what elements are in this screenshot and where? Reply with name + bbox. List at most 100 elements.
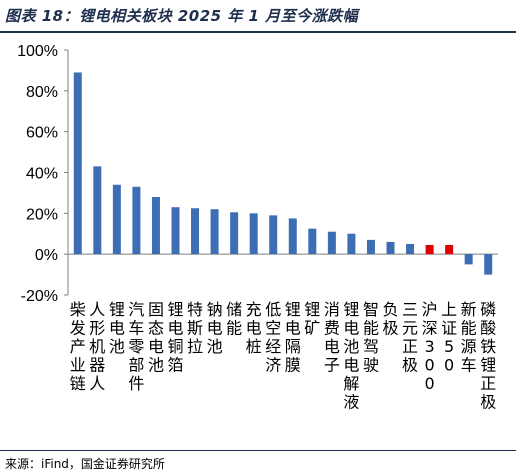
y-tick-label: 80% [26, 84, 58, 101]
bar [132, 186, 141, 255]
x-category-char: 桩 [246, 337, 262, 356]
x-category-char: 新 [461, 300, 477, 319]
x-category-char: 电 [246, 319, 262, 338]
x-category-char: 特 [187, 300, 203, 319]
x-category-char: 电 [109, 319, 125, 338]
x-category-char: 电 [324, 337, 340, 356]
bar [73, 72, 82, 255]
bar [406, 243, 415, 255]
x-category-char: 电 [207, 319, 223, 338]
bar [93, 166, 102, 255]
y-tick-label: 40% [26, 166, 58, 183]
x-category-char: 铁 [480, 337, 496, 356]
source-note: 来源：iFind，国金证券研究所 [5, 457, 165, 471]
x-category-char: 池 [148, 356, 164, 375]
x-category-char: 锂 [167, 300, 183, 319]
x-category-char: 0 [424, 374, 434, 393]
x-category-label: 特斯拉 [187, 300, 203, 356]
x-category-char: 固 [148, 300, 164, 319]
x-category-label: 充电桩 [246, 300, 262, 356]
x-category-char: 矿 [304, 319, 320, 338]
x-category-label: 储能 [226, 300, 242, 338]
x-category-char: 斯 [187, 319, 203, 338]
x-category-char: 池 [343, 337, 359, 356]
y-tick-label: 20% [26, 206, 58, 223]
bar [191, 208, 200, 255]
x-category-char: 锂 [343, 300, 359, 319]
x-category-label: 锂矿 [304, 300, 320, 338]
x-category-char: 铜 [167, 337, 183, 356]
y-tick-label: 0% [35, 247, 58, 264]
x-axis-labels: 柴发产业链人形机器人锂电池汽车零部件固态电池锂电铜箔特斯拉钠电池储能充电桩低空经… [70, 300, 496, 412]
bar [347, 233, 356, 255]
x-category-char: 电 [148, 337, 164, 356]
x-category-char: 池 [207, 337, 223, 356]
bar [171, 207, 180, 255]
bars [73, 72, 493, 275]
x-category-char: 池 [109, 337, 125, 356]
x-category-char: 拉 [187, 337, 203, 356]
x-category-char: 人 [89, 300, 105, 319]
x-category-char: 部 [128, 356, 144, 375]
bar [230, 212, 239, 255]
x-category-char: 件 [128, 374, 144, 393]
x-category-char: 车 [128, 319, 144, 338]
x-category-char: 箔 [167, 356, 183, 375]
x-category-char: 经 [265, 337, 281, 356]
x-category-char: 极 [480, 393, 496, 412]
x-category-char: 负 [382, 300, 398, 319]
x-category-char: 0 [424, 356, 434, 375]
bar [210, 209, 219, 255]
x-category-char: 器 [89, 356, 105, 375]
x-category-char: 产 [70, 337, 86, 356]
x-category-char: 驶 [363, 356, 379, 375]
title-divider [0, 31, 516, 33]
x-category-char: 能 [461, 319, 477, 338]
x-category-char: 磷 [480, 300, 496, 319]
x-category-char: 源 [461, 337, 477, 356]
x-category-char: 液 [343, 393, 359, 412]
bar [425, 244, 434, 255]
x-category-char: 元 [402, 319, 418, 338]
bar [327, 231, 336, 255]
bar [288, 218, 297, 255]
x-category-char: 储 [226, 300, 242, 319]
y-axis: 100% 80% 60% 40% 20% 0% -20% [17, 43, 498, 305]
x-category-char: 极 [402, 356, 418, 375]
x-category-char: 正 [402, 337, 418, 356]
chart-title: 图表 18：锂电相关板块 2025 年 1 月至今涨跌幅 [5, 7, 359, 25]
x-category-char: 费 [324, 319, 340, 338]
x-category-char: 正 [480, 374, 496, 393]
x-category-char: 空 [265, 319, 281, 338]
bar [386, 241, 395, 255]
x-category-char: 解 [343, 374, 359, 393]
x-category-char: 沪 [422, 300, 438, 319]
x-category-char: 上 [441, 300, 457, 319]
x-category-char: 充 [246, 300, 262, 319]
bar-chart: 100%80%60%40%20%0%-20% 柴发产业链人形机器人锂电池汽车零部… [17, 43, 498, 412]
x-category-char: 零 [128, 337, 144, 356]
x-category-char: 柴 [70, 300, 86, 319]
x-category-label: 钠电池 [207, 300, 223, 356]
x-category-char: 业 [70, 356, 86, 375]
x-category-label: 负极 [382, 300, 398, 338]
x-category-char: 锂 [304, 300, 320, 319]
x-category-char: 机 [89, 337, 105, 356]
x-category-char: 能 [226, 319, 242, 338]
x-category-char: 电 [285, 319, 301, 338]
x-category-char: 消 [324, 300, 340, 319]
bar [484, 254, 493, 275]
x-category-char: 形 [89, 319, 105, 338]
x-category-char: 人 [89, 374, 105, 393]
x-category-char: 智 [363, 300, 379, 319]
x-category-char: 膜 [285, 356, 301, 375]
